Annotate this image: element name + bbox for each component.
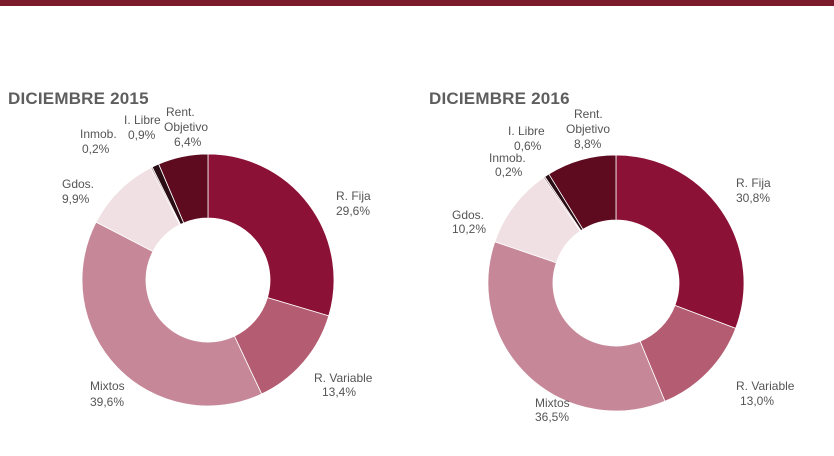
slice-value-i-libre: 0,9% <box>128 128 156 142</box>
slice-label-r-fija: R. Fija <box>336 189 371 203</box>
slice-mixtos <box>487 241 666 412</box>
slice-value-inmob: 0,2% <box>495 165 523 179</box>
slice-label-rent-objetivo: Rent. <box>574 107 603 121</box>
slice-label-rent-objetivo: Objetivo <box>164 120 208 134</box>
slice-rent-objetivo <box>548 154 617 230</box>
slice-label-rent-objetivo: Objetivo <box>566 122 610 136</box>
slice-value-gdos: 9,9% <box>62 192 90 206</box>
slice-mixtos <box>81 221 263 407</box>
slice-value-rent-objetivo: 6,4% <box>174 135 202 149</box>
slice-label-i-libre: I. Libre <box>124 113 161 127</box>
slice-value-inmob: 0,2% <box>82 142 110 156</box>
slice-label-inmob: Inmob. <box>489 151 526 165</box>
chart-title-2015: DICIEMBRE 2015 <box>8 89 149 108</box>
slice-value-mixtos: 39,6% <box>90 395 124 409</box>
slice-value-i-libre: 0,6% <box>514 139 542 153</box>
slice-label-mixtos: Mixtos <box>535 396 570 410</box>
slice-label-r-fija: R. Fija <box>736 176 771 190</box>
slice-value-mixtos: 36,5% <box>535 410 569 424</box>
slice-value-r-fija: 30,8% <box>736 191 770 205</box>
top-rule <box>0 0 834 6</box>
slice-value-gdos: 10,2% <box>452 222 486 236</box>
chart-title-2016: DICIEMBRE 2016 <box>429 89 570 108</box>
slice-label-gdos: Gdos. <box>452 208 484 222</box>
slice-label-r-variable: R. Variable <box>736 379 795 393</box>
slice-value-r-variable: 13,4% <box>322 385 356 399</box>
slice-label-gdos: Gdos. <box>62 177 94 191</box>
slice-r-fija <box>615 154 745 329</box>
slice-value-rent-objetivo: 8,8% <box>574 137 602 151</box>
slice-r-fija <box>207 153 335 317</box>
slice-label-mixtos: Mixtos <box>90 379 125 393</box>
slice-label-rent-objetivo: Rent. <box>166 105 195 119</box>
slice-value-r-variable: 13,0% <box>740 394 774 408</box>
slice-rent-objetivo <box>158 153 209 224</box>
slice-label-r-variable: R. Variable <box>314 371 373 385</box>
slice-label-i-libre: I. Libre <box>508 124 545 138</box>
slice-value-r-fija: 29,6% <box>336 204 370 218</box>
slice-label-inmob: Inmob. <box>80 127 117 141</box>
